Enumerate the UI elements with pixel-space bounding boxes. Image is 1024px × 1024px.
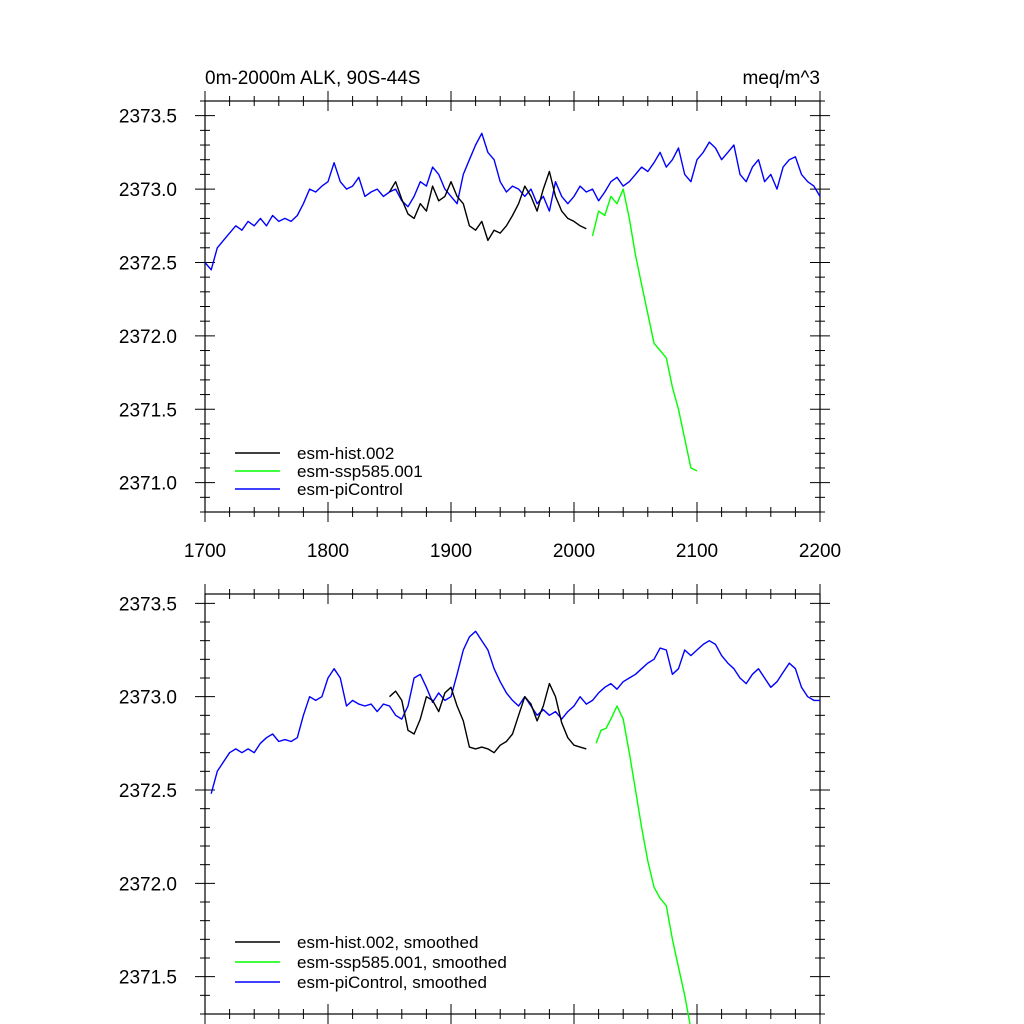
x-tick-label: 1800 [307, 541, 349, 562]
y-tick-label: 2372.5 [119, 781, 177, 802]
y-tick-label: 2371.5 [119, 400, 177, 421]
legend-label: esm-piControl, smoothed [297, 973, 487, 992]
y-tick-label: 2373.5 [119, 107, 177, 128]
legend-label: esm-ssp585.001, smoothed [297, 953, 507, 972]
series-line-esm-ssp585-001 [591, 188, 698, 472]
x-tick-label: 2200 [799, 541, 841, 562]
y-tick-label: 2372.0 [119, 874, 177, 895]
x-tick-label: 1700 [184, 541, 226, 562]
legend-label: esm-hist.002, smoothed [297, 933, 478, 952]
chart-title-units: meq/m^3 [742, 68, 820, 89]
bottom-ticks: 2371.5 2372.0 2372.5 2373.0 2373.5 [119, 584, 830, 1024]
bottom-panel: 2371.5 2372.0 2372.5 2373.0 2373.5 esm-hist.… [119, 584, 830, 1024]
y-tick-label: 2371.0 [119, 474, 177, 495]
chart-title-left: 0m-2000m ALK, 90S-44S [205, 68, 420, 89]
series-line-esm-picontrol [204, 132, 821, 271]
y-tick-label: 2373.0 [119, 180, 177, 201]
legend-label: esm-hist.002 [297, 444, 394, 463]
series-line-esm-ssp585-001-smoothed [595, 705, 691, 1024]
bottom-plot-frame [204, 593, 821, 1015]
series-line-esm-picontrol-smoothed [210, 630, 820, 794]
series-line-esm-hist-002 [388, 170, 587, 242]
y-tick-label: 2372.5 [119, 253, 177, 274]
legend-label: esm-piControl [297, 480, 403, 499]
y-tick-label: 2372.0 [119, 327, 177, 348]
y-tick-label: 2373.0 [119, 688, 177, 709]
y-tick-label: 2371.5 [119, 968, 177, 989]
top-ticks: 1700 1800 1900 2000 2100 2200 2371.0 2371.5 2372… [119, 91, 841, 562]
x-tick-label: 2100 [676, 541, 718, 562]
top-panel: 1700 1800 1900 2000 2100 2200 2371.0 2371.5 2372… [119, 91, 841, 562]
top-series [204, 132, 821, 472]
x-tick-label: 2000 [553, 541, 595, 562]
bottom-series [210, 630, 820, 1024]
y-tick-label: 2373.5 [119, 594, 177, 615]
x-tick-label: 1900 [430, 541, 472, 562]
series-line-esm-hist-002-smoothed [389, 682, 587, 754]
legend-label: esm-ssp585.001 [297, 462, 423, 481]
